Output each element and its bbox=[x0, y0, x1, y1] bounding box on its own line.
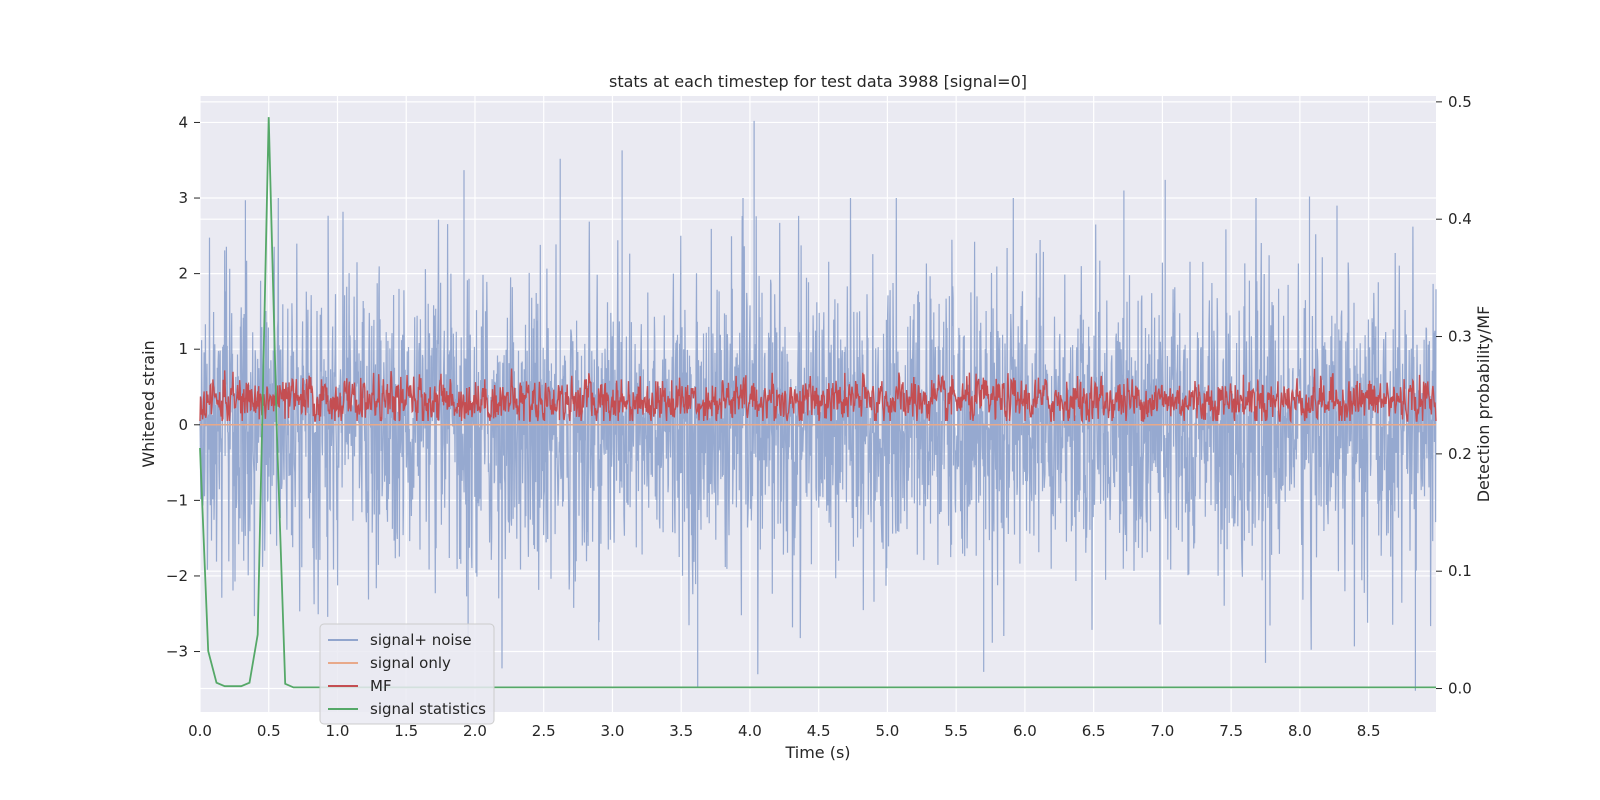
y-tick-label: 4 bbox=[178, 113, 188, 131]
y-tick-label: 3 bbox=[178, 189, 188, 207]
y-right-tick-label: 0.5 bbox=[1448, 93, 1472, 111]
x-tick-label: 7.0 bbox=[1150, 722, 1174, 740]
y-tick-label: 2 bbox=[178, 265, 188, 283]
mf-line bbox=[199, 368, 1437, 424]
legend-label: signal statistics bbox=[370, 700, 486, 718]
legend: signal+ noise signal only MF signal statist… bbox=[319, 623, 495, 725]
legend-label: MF bbox=[370, 677, 392, 695]
legend-label: signal+ noise bbox=[370, 631, 472, 649]
chart-title: stats at each timestep for test data 398… bbox=[609, 72, 1027, 91]
signal-statistics-line bbox=[199, 117, 1436, 689]
y-right-tick-label: 0.0 bbox=[1448, 680, 1472, 698]
x-axis-ticks: 0.0 0.5 1.0 1.5 2.0 2.5 3.0 3.5 4.0 4.5 5.0 5.5 6.0 6… bbox=[188, 722, 1380, 740]
y-axis-label: Whitened strain bbox=[139, 340, 158, 467]
legend-box bbox=[319, 623, 495, 725]
y-tick-label: −3 bbox=[166, 643, 188, 661]
x-tick-label: 5.5 bbox=[944, 722, 968, 740]
y-tick-label: −2 bbox=[166, 567, 188, 585]
x-tick-label: 4.5 bbox=[807, 722, 831, 740]
x-tick-label: 0.5 bbox=[257, 722, 281, 740]
x-tick-label: 4.0 bbox=[738, 722, 762, 740]
series-signal-statistics bbox=[199, 117, 1436, 689]
y-right-tick-label: 0.4 bbox=[1448, 210, 1472, 228]
x-tick-label: 6.0 bbox=[1013, 722, 1037, 740]
legend-label: signal only bbox=[370, 654, 451, 672]
x-tick-label: 8.5 bbox=[1357, 722, 1381, 740]
x-tick-label: 7.5 bbox=[1219, 722, 1243, 740]
y-tick-label: 1 bbox=[178, 340, 188, 358]
y-right-tick-label: 0.3 bbox=[1448, 328, 1472, 346]
series-mf bbox=[199, 368, 1437, 424]
x-tick-label: 1.0 bbox=[326, 722, 350, 740]
x-tick-label: 2.5 bbox=[532, 722, 556, 740]
x-tick-label: 1.5 bbox=[394, 722, 418, 740]
y-right-tick-label: 0.1 bbox=[1448, 562, 1472, 580]
x-tick-label: 2.0 bbox=[463, 722, 487, 740]
x-tick-label: 0.0 bbox=[188, 722, 212, 740]
x-tick-label: 3.0 bbox=[601, 722, 625, 740]
y-right-axis-label: Detection probability/MF bbox=[1474, 306, 1493, 503]
y-tick-label: −1 bbox=[166, 491, 188, 509]
y-right-tick-label: 0.2 bbox=[1448, 445, 1472, 463]
y-axis-ticks: −3 −2 −1 0 1 2 3 4 bbox=[166, 113, 200, 661]
x-axis-label: Time (s) bbox=[784, 743, 850, 762]
x-tick-label: 6.5 bbox=[1082, 722, 1106, 740]
x-tick-label: 5.0 bbox=[876, 722, 900, 740]
y-tick-label: 0 bbox=[178, 416, 188, 434]
y-right-axis-ticks: 0.0 0.1 0.2 0.3 0.4 0.5 bbox=[1436, 93, 1472, 698]
x-tick-label: 3.5 bbox=[669, 722, 693, 740]
x-tick-label: 8.0 bbox=[1288, 722, 1312, 740]
